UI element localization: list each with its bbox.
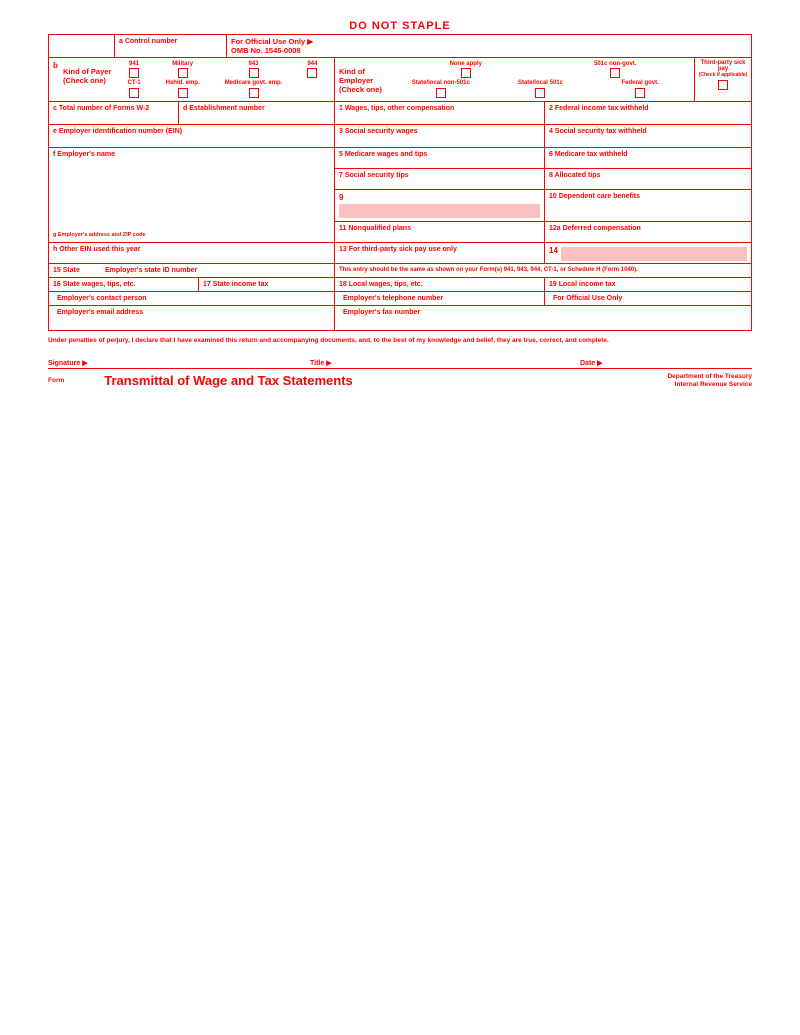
box-5: 5 Medicare wages and tips <box>335 148 545 168</box>
official-use-label: For Official Use Only ▶ <box>231 37 747 46</box>
box-4: 4 Social security tax withheld <box>545 125 751 147</box>
box-e: e Employer identification number (EIN) <box>49 125 335 147</box>
box-13: 13 For third-party sick pay use only <box>335 243 545 263</box>
box-12a: 12a Deferred compensation <box>545 222 751 242</box>
checkbox-943[interactable] <box>249 68 259 78</box>
payer-military: MilitaryHshld. emp. <box>166 61 200 98</box>
signature-row: Signature ▶ Title ▶ Date ▶ <box>48 359 752 369</box>
box-14-shaded <box>561 247 747 261</box>
emp-federal: Federal govt. <box>592 80 688 99</box>
row-email-fax: Employer's email address Employer's fax … <box>49 306 751 331</box>
checkbox-military[interactable] <box>178 68 188 78</box>
checkbox-medicare[interactable] <box>249 88 259 98</box>
kind-of-payer-label: Kind of Payer (Check one) <box>63 61 115 98</box>
checkbox-501c[interactable] <box>610 68 620 78</box>
box-g-note: g Employer's address and ZIP code <box>53 232 146 238</box>
box-c: c Total number of Forms W-2 <box>49 102 179 124</box>
row-16-19: 16 State wages, tips, etc. 17 State inco… <box>49 278 751 292</box>
date-label: Date ▶ <box>580 359 752 367</box>
kind-row: b Kind of Payer (Check one) 941CT-1 Mili… <box>48 57 752 102</box>
box-d: d Establishment number <box>179 102 335 124</box>
checkbox-federal[interactable] <box>635 88 645 98</box>
row-contact: Employer's contact person Employer's tel… <box>49 292 751 306</box>
checkbox-state-non501c[interactable] <box>436 88 446 98</box>
box-1: 1 Wages, tips, other compensation <box>335 102 545 124</box>
box-9: 9 <box>335 190 545 221</box>
form-title: Transmittal of Wage and Tax Statements <box>104 373 667 388</box>
box-b-letter: b <box>53 61 63 98</box>
do-not-staple: DO NOT STAPLE <box>48 20 752 32</box>
box-19: 19 Local income tax <box>545 278 751 291</box>
box-10: 10 Dependent care benefits <box>545 190 751 221</box>
box-3: 3 Social security wages <box>335 125 545 147</box>
checkbox-hshld[interactable] <box>178 88 188 98</box>
box-a-control-number: a Control number <box>115 35 227 57</box>
top-band: a Control number For Official Use Only ▶… <box>48 34 752 57</box>
omb-block: For Official Use Only ▶ OMB No. 1545-000… <box>227 35 751 57</box>
box-9-shaded <box>339 204 540 218</box>
box-2: 2 Federal income tax withheld <box>545 102 751 124</box>
box-11: 11 Nonqualified plans <box>335 222 545 242</box>
form-page: DO NOT STAPLE a Control number For Offic… <box>0 0 800 389</box>
kind-of-employer: Kind of Employer (Check one) None apply … <box>335 58 695 101</box>
payer-944: 944 <box>307 61 317 98</box>
row-h-13-14: h Other EIN used this year 13 For third-… <box>49 243 751 264</box>
box-8: 8 Allocated tips <box>545 169 751 189</box>
official-use-only: For Official Use Only <box>545 292 751 305</box>
checkbox-941[interactable] <box>129 68 139 78</box>
box-14: 14 <box>545 243 751 263</box>
signature-label: Signature ▶ <box>48 359 310 367</box>
telephone: Employer's telephone number <box>335 292 545 305</box>
footer: Form Transmittal of Wage and Tax Stateme… <box>48 373 752 389</box>
penalties-statement: Under penalties of perjury, I declare th… <box>48 337 752 345</box>
contact-person: Employer's contact person <box>49 292 335 305</box>
box-7: 7 Social security tips <box>335 169 545 189</box>
box-17: 17 State income tax <box>199 278 335 291</box>
omb-number: OMB No. 1545-0008 <box>231 46 747 55</box>
title-label: Title ▶ <box>310 359 580 367</box>
box-18: 18 Local wages, tips, etc. <box>335 278 545 291</box>
box-6: 6 Medicare tax withheld <box>545 148 751 168</box>
checkbox-state-501c[interactable] <box>535 88 545 98</box>
top-blank <box>49 35 115 57</box>
checkbox-none-apply[interactable] <box>461 68 471 78</box>
emp-state-501c: State/local 501c <box>493 80 589 99</box>
row-c-d-1-2: c Total number of Forms W-2 d Establishm… <box>49 102 751 125</box>
emp-none-apply: None apply <box>394 61 538 80</box>
emp-state-non501c: State/local non-501c <box>393 80 489 99</box>
form-word: Form <box>48 373 64 384</box>
main-grid: c Total number of Forms W-2 d Establishm… <box>48 102 752 331</box>
third-party-sick-pay: Third-party sick pay (Check if applicabl… <box>695 58 751 101</box>
box-b-kind-of-payer: b Kind of Payer (Check one) 941CT-1 Mili… <box>49 58 335 101</box>
box-15-state: 15 State <box>49 264 101 277</box>
emp-501c: 501c non-govt. <box>543 61 687 80</box>
treasury-block: Department of the Treasury Internal Reve… <box>667 373 752 389</box>
fax-number: Employer's fax number <box>335 306 751 330</box>
kind-of-employer-label: Kind of Employer (Check one) <box>339 61 391 98</box>
box-15-state-id: Employer's state ID number <box>101 264 335 277</box>
payer-943: 943Medicare govt. emp. <box>225 61 283 98</box>
row-15: 15 State Employer's state ID number This… <box>49 264 751 278</box>
checkbox-third-party[interactable] <box>718 80 728 90</box>
checkbox-944[interactable] <box>307 68 317 78</box>
row-f-5-6: f Employer's name g Employer's address a… <box>49 148 751 243</box>
email-address: Employer's email address <box>49 306 335 330</box>
box-h: h Other EIN used this year <box>49 243 335 263</box>
box-f-employer-name: f Employer's name g Employer's address a… <box>49 148 335 242</box>
payer-941: 941CT-1 <box>128 61 141 98</box>
row-e-3-4: e Employer identification number (EIN) 3… <box>49 125 751 148</box>
box-15-note: This entry should be the same as shown o… <box>335 264 751 277</box>
box-16: 16 State wages, tips, etc. <box>49 278 199 291</box>
checkbox-ct1[interactable] <box>129 88 139 98</box>
